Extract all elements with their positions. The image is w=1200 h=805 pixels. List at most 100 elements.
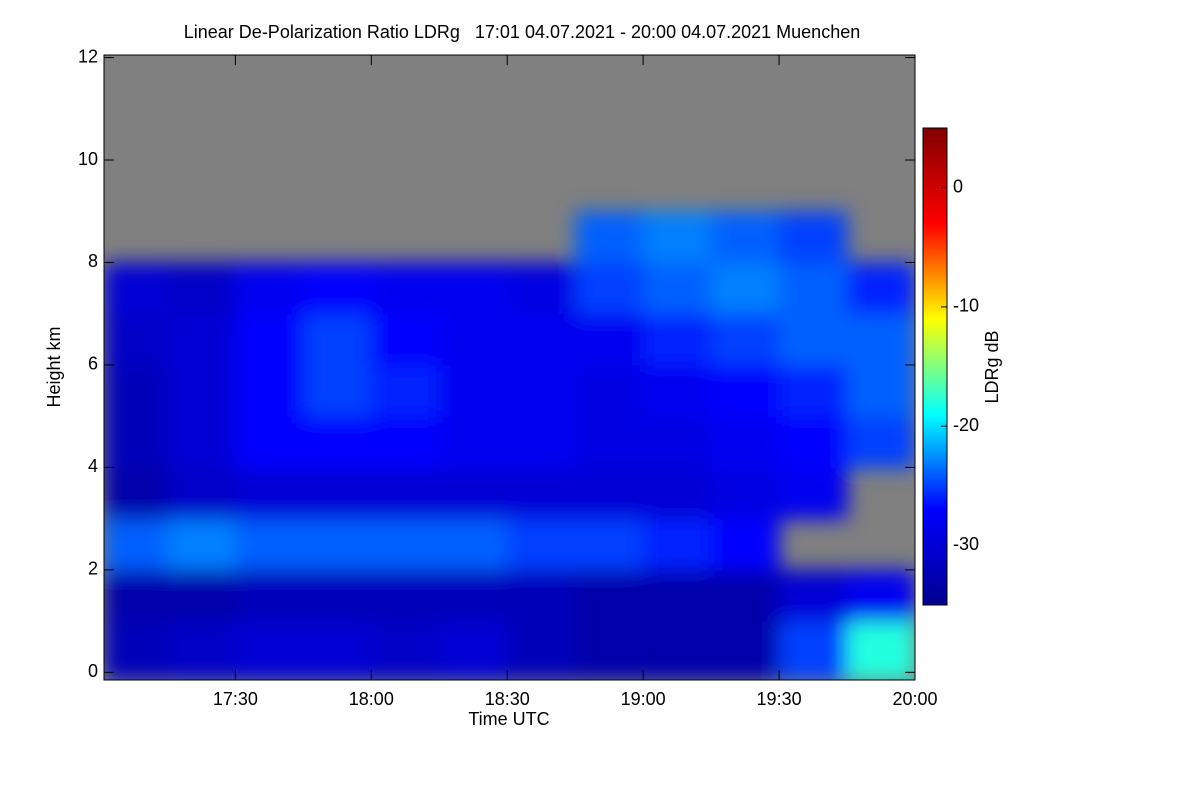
heatmap-cell (507, 416, 576, 468)
heatmap-cell (847, 416, 915, 468)
heatmap-cell (303, 262, 372, 315)
heatmap-cell (439, 262, 508, 315)
heatmap-cell (439, 467, 508, 520)
heatmap-cell (711, 416, 780, 468)
colorbar-tick-label: -30 (953, 534, 979, 554)
heatmap-cell (643, 467, 712, 520)
heatmap-cell (575, 364, 644, 417)
heatmap-cell (779, 262, 848, 315)
heatmap-cell (371, 569, 440, 622)
heatmap-cell (303, 621, 372, 680)
heatmap-cell (643, 416, 712, 468)
heatmap-cell (303, 518, 372, 571)
heatmap-cell (575, 621, 644, 680)
heatmap-cell (779, 364, 848, 417)
x-tick-label: 17:30 (213, 689, 258, 709)
heatmap-cell (371, 467, 440, 520)
heatmap-cell (507, 262, 576, 315)
colorbar-tick-label: -20 (953, 415, 979, 435)
heatmap-cell (643, 313, 712, 366)
heatmap-cell (235, 313, 304, 366)
y-tick-label: 2 (88, 559, 98, 579)
heatmap-cell (167, 621, 236, 680)
heatmap-cell (303, 569, 372, 622)
heatmap-cell (507, 364, 576, 417)
heatmap-cell (104, 467, 168, 520)
heatmap-cell (711, 467, 780, 520)
heatmap-cell (371, 262, 440, 315)
heatmap-cells (104, 211, 915, 680)
heatmap-cell (779, 621, 848, 680)
heatmap-cell (575, 211, 644, 263)
x-tick-label: 20:00 (892, 689, 937, 709)
heatmap-cell (711, 313, 780, 366)
heatmap-cell (643, 262, 712, 315)
heatmap-cell (643, 621, 712, 680)
heatmap-cell (575, 518, 644, 571)
chart-title: Linear De-Polarization Ratio LDRg 17:01 … (184, 22, 860, 42)
heatmap-cell (575, 313, 644, 366)
heatmap-cell (235, 416, 304, 468)
heatmap-cell (779, 416, 848, 468)
x-tick-label: 19:00 (621, 689, 666, 709)
heatmap-cell (575, 262, 644, 315)
heatmap-cell (711, 364, 780, 417)
heatmap-cell (303, 467, 372, 520)
heatmap-cell (104, 518, 168, 571)
heatmap-cell (507, 569, 576, 622)
x-tick-label: 18:30 (485, 689, 530, 709)
heatmap-cell (167, 467, 236, 520)
heatmap-cell (439, 569, 508, 622)
heatmap-cell (167, 416, 236, 468)
heatmap-cell (371, 313, 440, 366)
x-axis-label: Time UTC (468, 709, 549, 729)
colorbar-label: LDRg dB (982, 330, 1002, 403)
heatmap-cell (235, 569, 304, 622)
y-tick-label: 10 (78, 149, 98, 169)
heatmap-cell (104, 416, 168, 468)
heatmap-cell (575, 416, 644, 468)
x-tick-label: 19:30 (757, 689, 802, 709)
heatmap-cell (779, 569, 848, 622)
heatmap-cell (847, 569, 915, 622)
heatmap-cell (779, 211, 848, 263)
heatmap-cell (371, 364, 440, 417)
heatmap-cell (167, 569, 236, 622)
y-tick-label: 6 (88, 354, 98, 374)
heatmap-cell (235, 364, 304, 417)
heatmap-layer (104, 55, 915, 680)
heatmap-cell (235, 621, 304, 680)
heatmap-cell (439, 313, 508, 366)
heatmap-cell (643, 211, 712, 263)
heatmap-cell (643, 569, 712, 622)
heatmap-cell (711, 621, 780, 680)
y-tick-label: 0 (88, 661, 98, 681)
heatmap-cell (303, 416, 372, 468)
heatmap-cell (711, 569, 780, 622)
y-tick-label: 4 (88, 456, 98, 476)
heatmap-cell (439, 364, 508, 417)
heatmap-cell (439, 416, 508, 468)
heatmap-cell (235, 262, 304, 315)
heatmap-cell (104, 313, 168, 366)
heatmap-cell (371, 621, 440, 680)
y-tick-label: 8 (88, 251, 98, 271)
heatmap-cell (847, 313, 915, 366)
colorbar-tick-label: -10 (953, 296, 979, 316)
heatmap-cell (711, 262, 780, 315)
heatmap-cell (104, 569, 168, 622)
heatmap-cell (711, 518, 780, 571)
heatmap-cell (303, 313, 372, 366)
heatmap-cell (104, 621, 168, 680)
heatmap-cell (439, 518, 508, 571)
heatmap-cell (779, 313, 848, 366)
heatmap-cell (507, 621, 576, 680)
plot-frame (103, 54, 916, 681)
heatmap-cell (847, 262, 915, 315)
heatmap-cell (575, 467, 644, 520)
y-axis-label: Height km (44, 326, 64, 407)
heatmap-cell (439, 621, 508, 680)
heatmap-cell (167, 518, 236, 571)
heatmap-cell (167, 313, 236, 366)
